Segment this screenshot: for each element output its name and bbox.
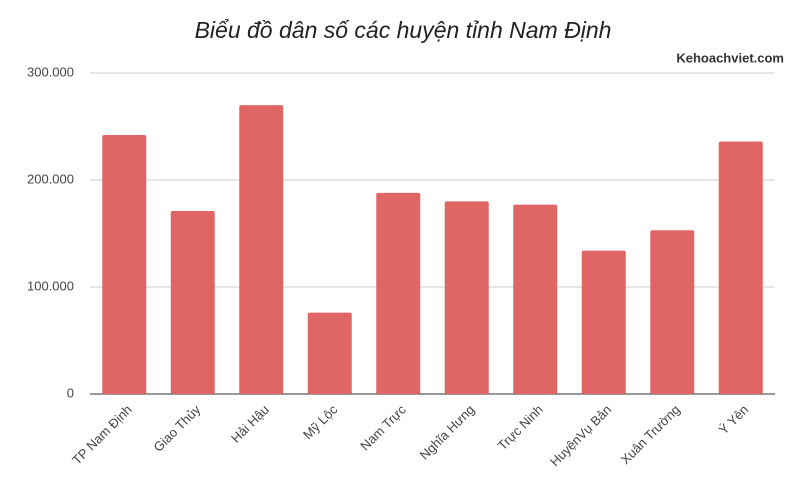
bar — [718, 141, 763, 394]
bar — [170, 211, 215, 394]
x-tick-label: Xuân Trường — [618, 402, 683, 467]
y-tick-label: 200.000 — [27, 171, 74, 186]
x-tick-label: HuyệnVụ Bản — [547, 402, 614, 469]
bar — [376, 192, 421, 394]
x-tick-label: Giao Thủy — [150, 402, 203, 455]
bar — [239, 105, 284, 394]
bar — [513, 204, 558, 394]
x-tick-label: Trực Ninh — [495, 402, 546, 453]
x-tick-label: Ý Yên — [716, 402, 751, 437]
y-tick-label: 100.000 — [27, 278, 74, 293]
x-tick-label: Hải Hậu — [228, 402, 272, 446]
y-tick-label: 0 — [67, 385, 74, 400]
bar — [102, 135, 147, 394]
chart-title: Biểu đồ dân số các huyện tỉnh Nam Định — [195, 17, 612, 43]
bar — [650, 230, 695, 394]
x-tick-label: Nghĩa Hưng — [417, 402, 478, 463]
bar — [307, 312, 352, 394]
x-tick-label: Nam Trực — [357, 402, 409, 454]
x-tick-label: TP Nam Định — [69, 402, 135, 468]
x-tick-label: Mỹ Lộc — [300, 402, 341, 443]
bar — [444, 201, 489, 394]
watermark: Kehoachviet.com — [676, 50, 784, 65]
y-tick-label: 300.000 — [27, 64, 74, 79]
bar — [581, 250, 626, 394]
